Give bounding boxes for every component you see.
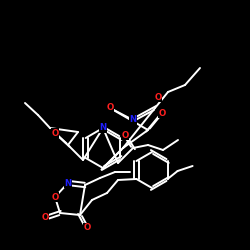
Text: N: N <box>100 124 106 132</box>
Text: O: O <box>42 214 48 222</box>
Text: O: O <box>84 224 90 232</box>
Text: N: N <box>130 116 136 124</box>
Text: O: O <box>122 130 128 140</box>
Text: O: O <box>52 128 59 138</box>
Text: O: O <box>106 104 114 112</box>
Text: N: N <box>64 178 71 188</box>
Text: O: O <box>154 92 162 102</box>
Text: O: O <box>52 192 59 202</box>
Text: O: O <box>158 108 166 118</box>
